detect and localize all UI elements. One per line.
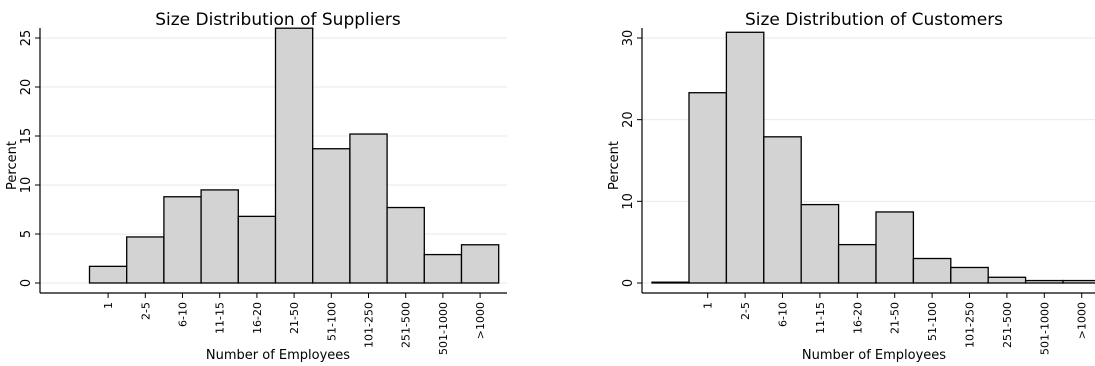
x-tick-label: 16-20 bbox=[251, 302, 264, 334]
x-axis-label: Number of Employees bbox=[206, 348, 350, 363]
bar-lead bbox=[651, 281, 690, 284]
x-tick-label: 21-50 bbox=[288, 302, 301, 334]
y-axis-label: Percent bbox=[5, 141, 20, 190]
bar->1000 bbox=[460, 244, 500, 284]
x-tick-label: 2-5 bbox=[739, 302, 752, 320]
y-tick-label: 25 bbox=[19, 30, 34, 47]
x-tick-label: 1 bbox=[702, 302, 715, 309]
bar-16-20 bbox=[237, 215, 277, 284]
x-tick-label: 1 bbox=[102, 302, 115, 309]
chart-customers: Size Distribution of Customers 1 2-5 6-10 11… bbox=[607, 10, 1095, 363]
y-tick-label: 10 bbox=[19, 177, 34, 194]
bar-11-15 bbox=[800, 203, 840, 284]
y-tick-label: 0 bbox=[621, 279, 636, 287]
bar-6-10 bbox=[163, 196, 202, 284]
chart-title-suppliers: Size Distribution of Suppliers bbox=[155, 10, 401, 30]
bar-501-1000 bbox=[1024, 279, 1064, 284]
bar-21-50 bbox=[875, 211, 915, 284]
x-tick-label: 501-1000 bbox=[437, 302, 450, 355]
x-axis-label: Number of Employees bbox=[802, 348, 946, 363]
bar->1000 bbox=[1062, 279, 1095, 284]
bar-11-15 bbox=[200, 189, 239, 284]
x-tick-label: 101-250 bbox=[363, 302, 376, 348]
x-tick-label: >1000 bbox=[474, 302, 487, 339]
bar-2-5 bbox=[725, 31, 765, 284]
bar-2-5 bbox=[126, 236, 165, 284]
x-tick-label: >1000 bbox=[1076, 302, 1089, 339]
x-tick-label: 501-1000 bbox=[1038, 302, 1051, 355]
x-tick-label: 6-10 bbox=[177, 302, 190, 327]
bar-6-10 bbox=[763, 136, 802, 284]
x-tick-label: 16-20 bbox=[851, 302, 864, 334]
bar-101-250 bbox=[950, 266, 989, 284]
x-tick-label: 6-10 bbox=[777, 302, 790, 327]
x-tick-label: 101-250 bbox=[964, 302, 977, 348]
bar-251-500 bbox=[987, 276, 1027, 284]
x-tick-label: 21-50 bbox=[889, 302, 902, 334]
y-tick-label: 15 bbox=[19, 128, 34, 145]
bar-21-50 bbox=[274, 27, 314, 284]
bar-51-100 bbox=[912, 257, 952, 284]
x-tick-label: 51-100 bbox=[926, 302, 939, 341]
y-tick-label: 10 bbox=[621, 193, 636, 210]
bar-16-20 bbox=[837, 243, 877, 284]
chart-title-customers: Size Distribution of Customers bbox=[745, 10, 1003, 30]
x-tick-label: 251-500 bbox=[400, 302, 413, 348]
bar-1 bbox=[688, 92, 728, 284]
bar-501-1000 bbox=[423, 253, 463, 284]
bar-101-250 bbox=[349, 133, 388, 284]
bar-51-100 bbox=[312, 148, 351, 284]
y-tick-label: 20 bbox=[19, 79, 34, 96]
x-tick-label: 51-100 bbox=[325, 302, 338, 341]
y-tick-label: 5 bbox=[19, 230, 34, 238]
x-tick-label: 2-5 bbox=[139, 302, 152, 320]
chart-suppliers: Size Distribution of Suppliers 1 2-5 6-10 11… bbox=[5, 10, 507, 363]
bar-251-500 bbox=[386, 206, 425, 284]
y-tick-label: 20 bbox=[621, 111, 636, 128]
y-tick-label: 0 bbox=[19, 279, 34, 287]
x-tick-label: 11-15 bbox=[214, 302, 227, 334]
y-axis-label: Percent bbox=[607, 141, 622, 190]
x-tick-label: 251-500 bbox=[1001, 302, 1014, 348]
y-tick-label: 30 bbox=[621, 30, 636, 47]
bar-1 bbox=[88, 265, 128, 284]
x-tick-label: 11-15 bbox=[814, 302, 827, 334]
